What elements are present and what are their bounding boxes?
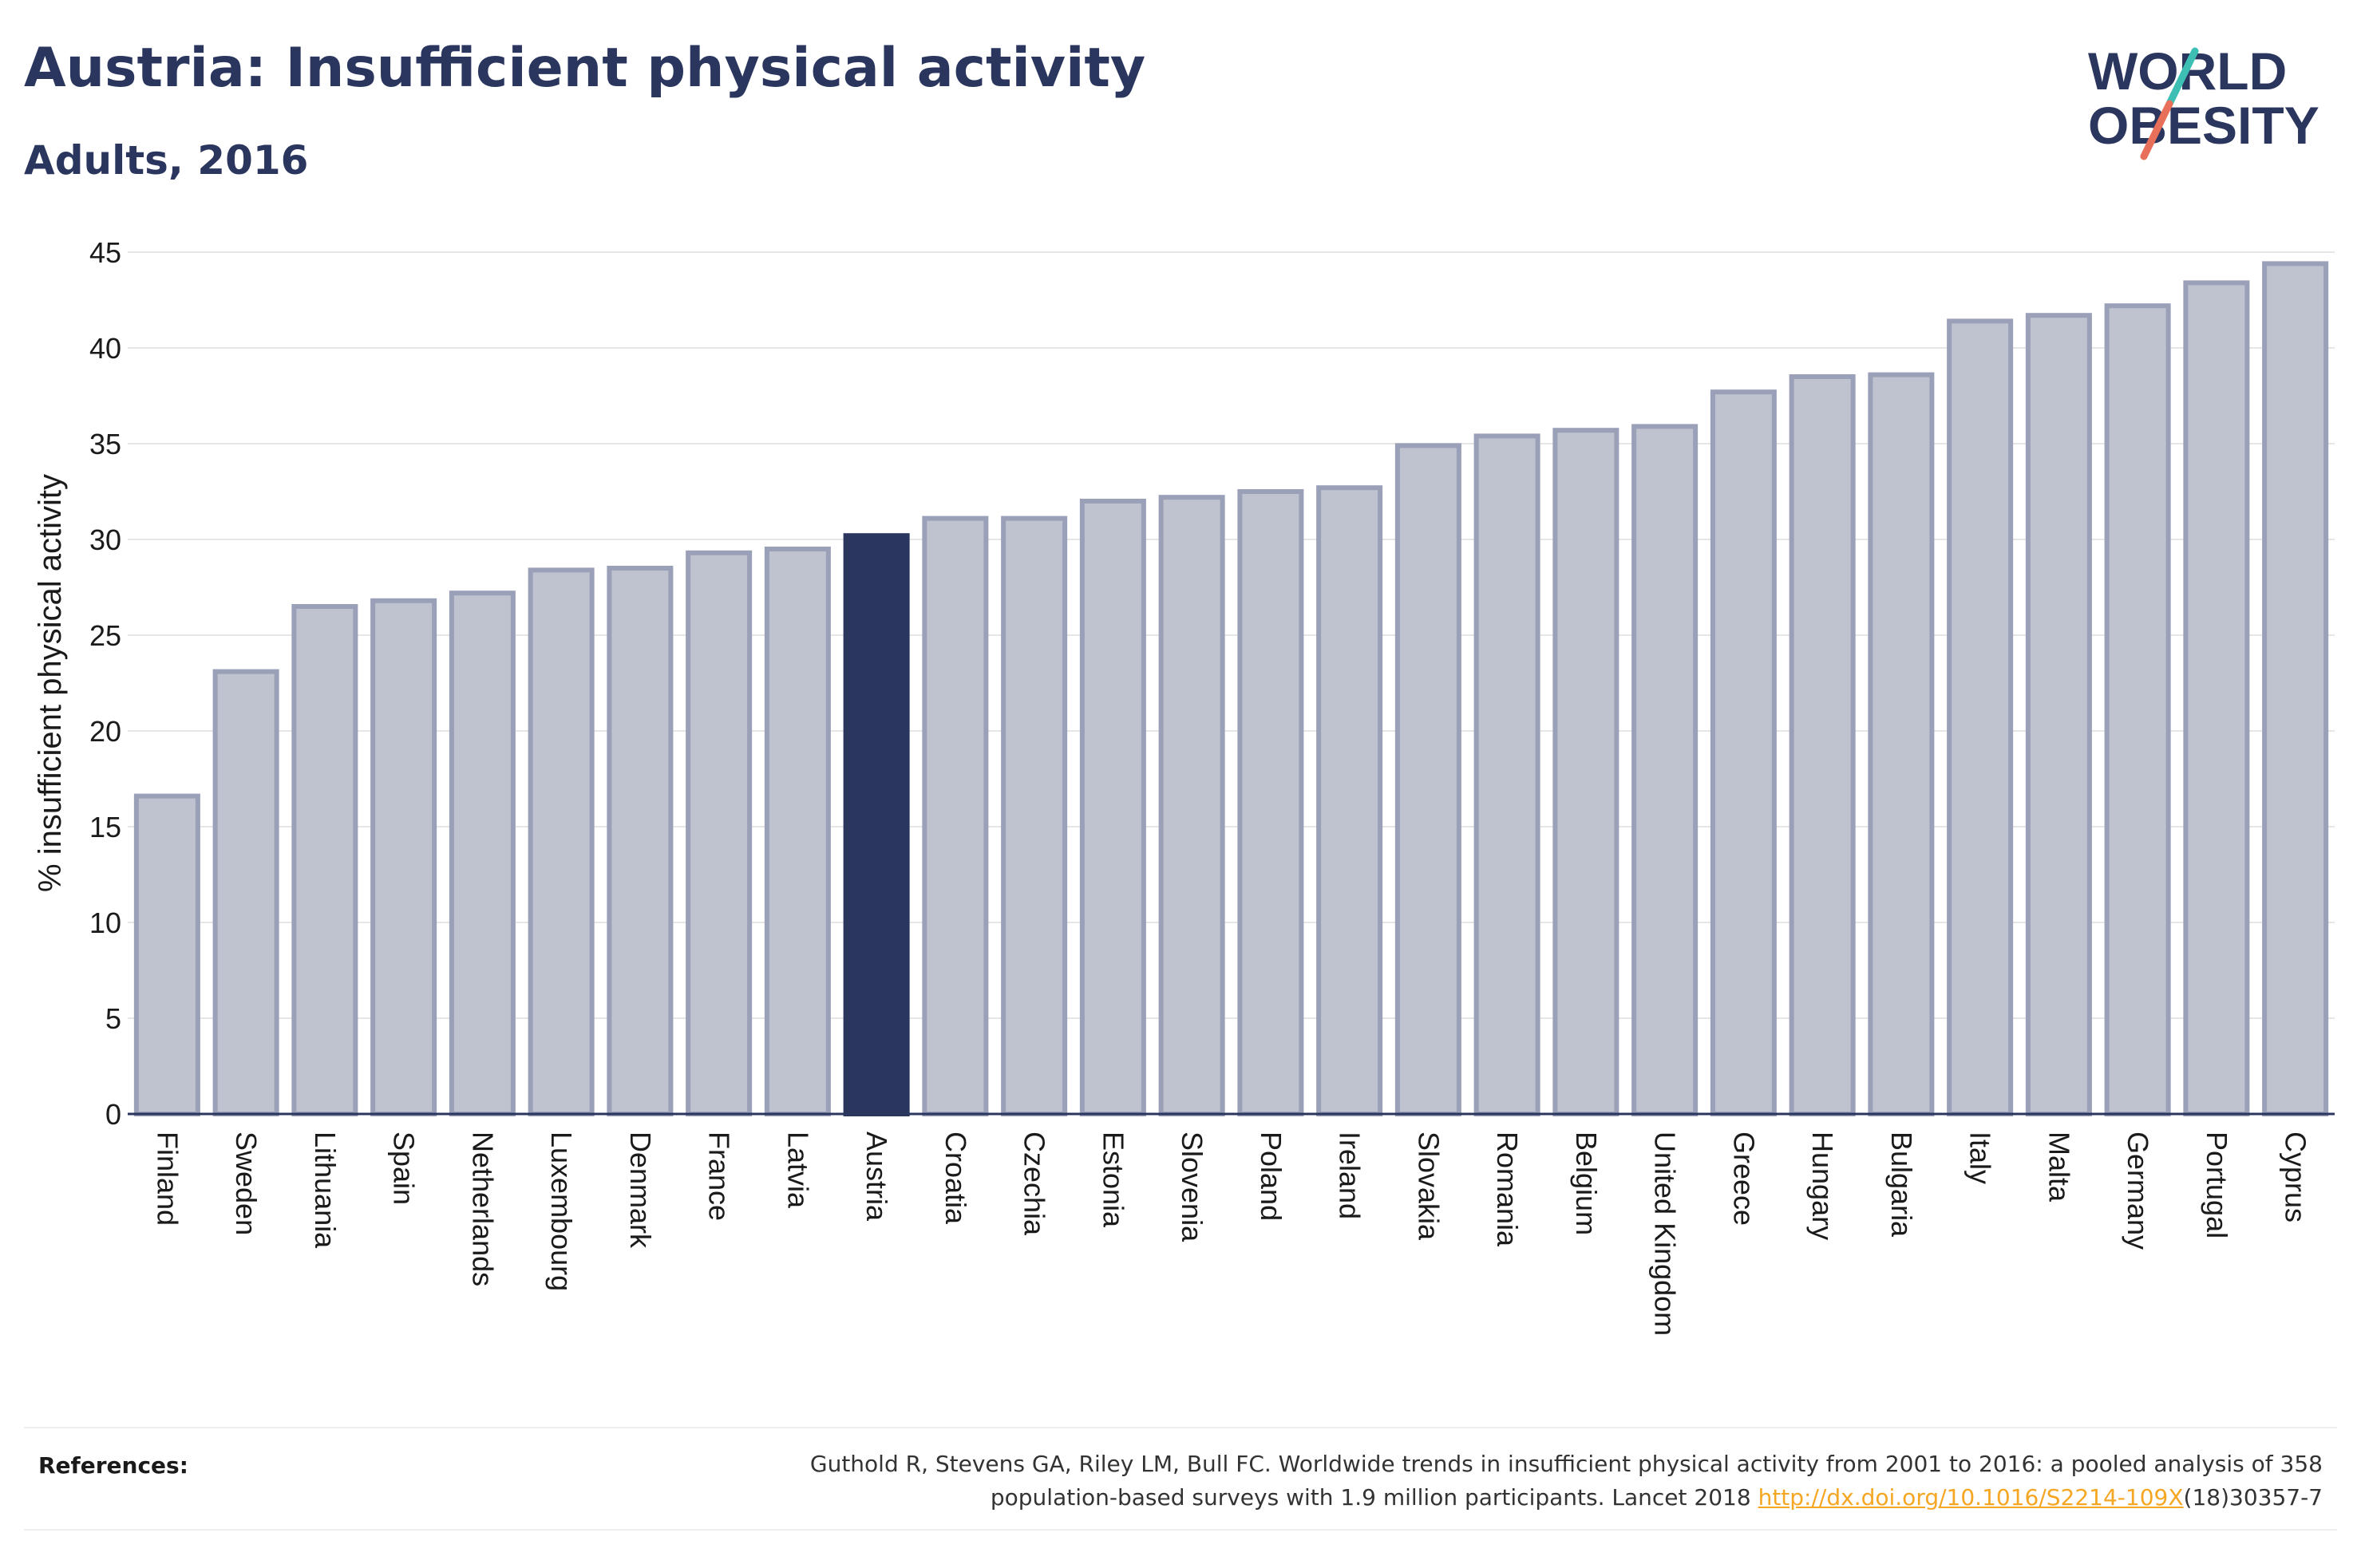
bar-lithuania [291, 604, 358, 1116]
y-tick-label: 30 [89, 523, 121, 556]
bar-malta [2025, 313, 2092, 1116]
bar-austria [843, 533, 910, 1116]
bars [133, 261, 2329, 1117]
y-tick-label: 35 [89, 428, 121, 460]
references-box: References: Guthold R, Stevens GA, Riley… [24, 1427, 2337, 1530]
x-tick-label: Greece [1727, 1132, 1760, 1226]
chart-subtitle: Adults, 2016 [24, 137, 309, 184]
y-axis-label: % insufficient physical activity [33, 474, 68, 892]
x-tick-label: Czechia [1018, 1132, 1051, 1236]
x-tick-label: Spain [388, 1132, 421, 1205]
reference-line-2-prefix: population-based surveys with 1.9 millio… [990, 1484, 1758, 1511]
x-tick-label: Austria [860, 1132, 893, 1222]
x-tick-label: France [703, 1132, 736, 1221]
bar-belgium [1552, 428, 1619, 1116]
doi-link[interactable]: http://dx.doi.org/10.1016/S2214-109X [1758, 1484, 2184, 1511]
x-tick-label: United Kingdom [1649, 1132, 1682, 1336]
bar-cyprus [2262, 261, 2329, 1116]
y-tick-label: 40 [89, 332, 121, 365]
bar-italy [1947, 318, 2014, 1116]
x-tick-label: Ireland [1334, 1132, 1366, 1219]
bar-czechia [1001, 515, 1068, 1116]
bar-chart: 0 5 10 15 20 25 30 35 40 45 Finland Sweden Lithuani… [33, 236, 2335, 1336]
x-tick-label: Italy [1964, 1132, 1997, 1184]
bar-finland [133, 793, 200, 1116]
references-label: References: [38, 1452, 188, 1479]
x-tick-label: Bulgaria [1885, 1132, 1918, 1238]
reference-line-2-suffix: (18)30357-7 [2183, 1484, 2323, 1511]
x-tick-label: Cyprus [2280, 1132, 2312, 1222]
bar-spain [370, 598, 437, 1116]
bar-estonia [1079, 499, 1146, 1116]
y-tick-label: 20 [89, 715, 121, 748]
logo-slash-coral [2140, 100, 2173, 160]
x-tick-label: Finland [151, 1132, 184, 1226]
x-tick-label: Estonia [1097, 1132, 1129, 1228]
y-tick-label: 0 [105, 1098, 121, 1131]
x-tick-label: Germany [2122, 1132, 2154, 1250]
x-tick-label: Slovakia [1412, 1132, 1445, 1241]
bar-ireland [1316, 485, 1383, 1116]
x-tick-label: Netherlands [466, 1132, 499, 1286]
bar-slovakia [1394, 443, 1461, 1116]
bar-denmark [607, 566, 674, 1116]
x-tick-label: Sweden [230, 1132, 263, 1235]
bar-germany [2104, 303, 2171, 1116]
x-tick-label: Belgium [1570, 1132, 1603, 1235]
x-tick-label: Poland [1255, 1132, 1287, 1221]
bar-romania [1473, 433, 1540, 1116]
world-obesity-logo: WORLD OBESITY [2088, 41, 2319, 160]
x-axis-labels: Finland Sweden Lithuania Spain Netherlands Lu… [151, 1132, 2312, 1336]
x-tick-label: Portugal [2201, 1132, 2233, 1238]
bar-sweden [212, 669, 279, 1116]
x-tick-label: Hungary [1806, 1132, 1839, 1240]
bar-greece [1710, 389, 1777, 1116]
bar-croatia [922, 515, 989, 1116]
y-tick-label: 15 [89, 811, 121, 843]
y-tick-label: 10 [89, 906, 121, 939]
logo-word-obesity: OBESITY [2088, 96, 2319, 155]
x-tick-label: Slovenia [1176, 1132, 1208, 1242]
reference-line-1: Guthold R, Stevens GA, Riley LM, Bull FC… [809, 1451, 2323, 1477]
bar-slovenia [1158, 495, 1225, 1116]
chart-title: Austria: Insufficient physical activity [24, 37, 1146, 100]
bar-united-kingdom [1631, 424, 1699, 1116]
logo-slash-teal [2165, 47, 2199, 108]
x-tick-label: Latvia [781, 1132, 814, 1209]
references-text: Guthold R, Stevens GA, Riley LM, Bull FC… [407, 1448, 2323, 1515]
bar-latvia [764, 547, 831, 1116]
y-axis-ticks: 0 5 10 15 20 25 30 35 40 45 [89, 236, 121, 1131]
bar-france [686, 550, 753, 1116]
x-tick-label: Malta [2043, 1132, 2075, 1203]
y-tick-label: 5 [105, 1002, 121, 1035]
x-tick-label: Croatia [939, 1132, 972, 1225]
x-tick-label: Denmark [624, 1132, 657, 1249]
x-tick-label: Romania [1491, 1132, 1524, 1247]
y-tick-label: 45 [89, 236, 121, 269]
bar-poland [1237, 489, 1304, 1116]
bar-hungary [1789, 374, 1856, 1116]
bar-bulgaria [1868, 372, 1935, 1117]
bar-netherlands [449, 590, 516, 1116]
y-tick-label: 25 [89, 619, 121, 652]
bar-portugal [2183, 280, 2250, 1116]
x-tick-label: Luxembourg [545, 1132, 578, 1291]
bar-luxembourg [528, 567, 595, 1116]
x-tick-label: Lithuania [309, 1132, 342, 1249]
